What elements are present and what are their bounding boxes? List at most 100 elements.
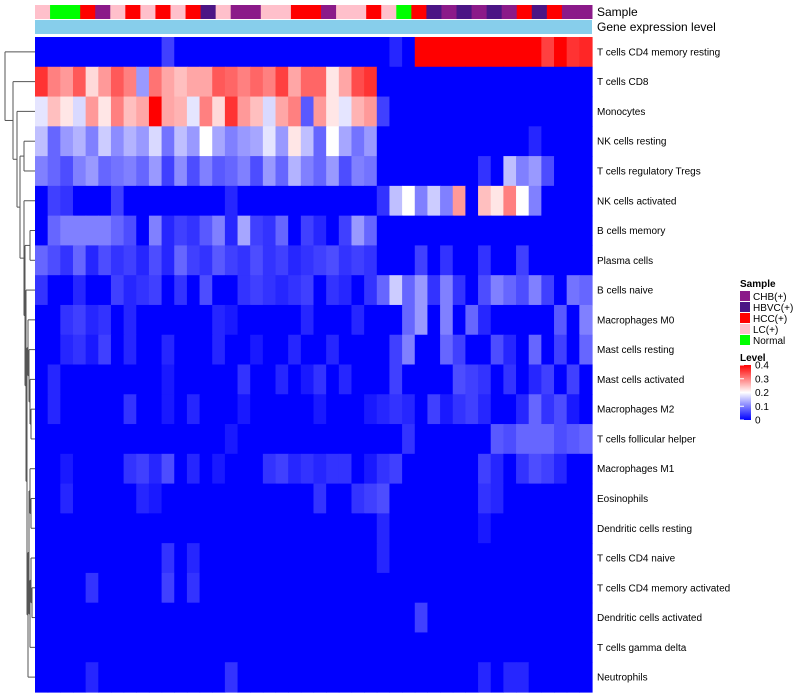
heatmap-cell — [579, 37, 593, 68]
heatmap-cell — [275, 66, 289, 98]
heatmap-cell — [47, 513, 61, 544]
heatmap-cell — [351, 185, 365, 217]
heatmap-cell — [516, 275, 530, 306]
heatmap-cell — [174, 572, 188, 604]
heatmap-cell — [402, 66, 416, 98]
heatmap-cell — [440, 126, 454, 157]
heatmap-cell — [364, 304, 378, 336]
heatmap-cell — [313, 275, 327, 306]
heatmap-cell — [98, 215, 112, 247]
heatmap-cell — [123, 364, 137, 395]
heatmap-cell — [85, 185, 99, 217]
heatmap-cell — [199, 394, 213, 425]
heatmap-cell — [161, 334, 175, 366]
heatmap-cell — [72, 275, 87, 306]
heatmap-cell — [300, 632, 315, 663]
heatmap-cell — [376, 513, 391, 544]
heatmap-cell — [389, 304, 403, 336]
heatmap-cell — [452, 483, 467, 514]
heatmap-cell — [402, 96, 416, 127]
heatmap-cell — [123, 245, 137, 276]
heatmap-cell — [212, 424, 226, 455]
heatmap-cell — [250, 156, 264, 187]
heatmap-cell — [351, 245, 365, 276]
heatmap-cell — [503, 513, 517, 544]
heatmap-cell — [465, 424, 479, 455]
heatmap-cell — [364, 245, 378, 276]
legend-swatch — [740, 324, 750, 334]
heatmap-cell — [465, 215, 479, 247]
heatmap-cell — [237, 185, 251, 217]
heatmap-cell — [224, 662, 239, 693]
heatmap-cell — [98, 483, 112, 514]
heatmap-cell — [288, 215, 302, 247]
heatmap-cell — [161, 602, 175, 634]
heatmap-cell — [123, 513, 137, 544]
sample-annotation-track — [35, 5, 593, 19]
heatmap-cell — [224, 304, 239, 336]
heatmap-cell — [566, 126, 580, 157]
heatmap-cell — [566, 543, 580, 574]
heatmap-cell — [98, 513, 112, 544]
heatmap-cell — [47, 602, 61, 634]
heatmap-cell — [528, 632, 542, 663]
heatmap-cell — [237, 245, 251, 276]
heatmap-cell — [300, 543, 315, 574]
heatmap-cell — [566, 632, 580, 663]
heatmap-cell — [199, 126, 213, 157]
heatmap-cell — [503, 334, 517, 366]
heatmap-cell — [148, 96, 163, 127]
heatmap-cell — [300, 304, 315, 336]
heatmap-cell — [161, 245, 175, 276]
heatmap-cell — [98, 66, 112, 98]
heatmap-cell — [35, 37, 49, 68]
heatmap-cell — [503, 66, 517, 98]
heatmap-cell — [262, 662, 277, 693]
heatmap-cell — [123, 215, 137, 247]
heatmap-cell — [136, 662, 150, 693]
heatmap-cell — [541, 662, 555, 693]
heatmap-cell — [490, 275, 504, 306]
heatmap-cell — [528, 66, 542, 98]
heatmap-cell — [478, 334, 492, 366]
heatmap-cell — [161, 96, 175, 127]
heatmap-cell — [35, 126, 49, 157]
heatmap-cell — [338, 543, 353, 574]
heatmap-cell — [47, 572, 61, 604]
heatmap-cell — [351, 394, 365, 425]
heatmap-cell — [275, 483, 289, 514]
heatmap-cell — [313, 513, 327, 544]
sample-cell — [290, 5, 307, 19]
heatmap-cell — [224, 513, 239, 544]
heatmap-cell — [326, 185, 340, 217]
heatmap-cell — [288, 543, 302, 574]
heatmap-cell — [566, 513, 580, 544]
heatmap-cell — [516, 632, 530, 663]
heatmap-cell — [60, 37, 74, 68]
heatmap-cell — [35, 96, 49, 127]
heatmap-cell — [326, 334, 340, 366]
heatmap-cell — [376, 126, 391, 157]
heatmap-cell — [554, 334, 568, 366]
heatmap-cell — [250, 185, 264, 217]
heatmap-cell — [85, 662, 99, 693]
heatmap-cell — [60, 334, 74, 366]
heatmap-cell — [136, 185, 150, 217]
heatmap-cell — [212, 394, 226, 425]
heatmap-cell — [224, 394, 239, 425]
level-legend: Level 0.4 0.3 0.2 0.1 0 — [740, 353, 769, 427]
row-label: Macrophages M2 — [597, 405, 675, 416]
heatmap-cell — [35, 364, 49, 395]
heatmap-cell — [503, 304, 517, 336]
heatmap-cell — [579, 602, 593, 634]
heatmap-cell — [35, 483, 49, 514]
heatmap-cell — [541, 632, 555, 663]
heatmap-cell — [72, 126, 87, 157]
heatmap-cell — [490, 483, 504, 514]
heatmap-cell — [237, 215, 251, 247]
heatmap-cell — [85, 215, 99, 247]
heatmap-cell — [250, 602, 264, 634]
level-legend-title: Level — [740, 353, 766, 364]
heatmap-cell — [452, 304, 467, 336]
heatmap-cell — [110, 275, 125, 306]
